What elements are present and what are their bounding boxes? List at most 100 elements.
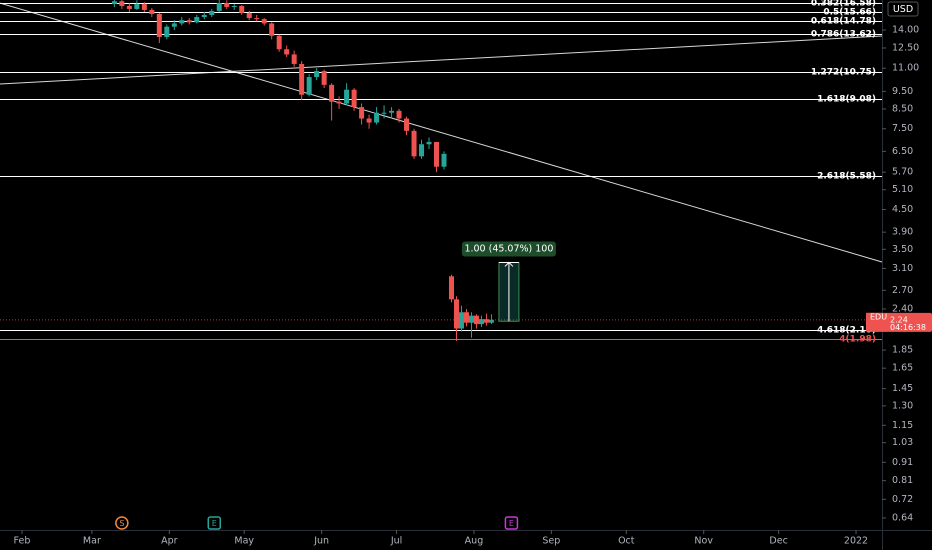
y-tick-label: 5.70 [892,167,913,178]
y-tick-label: 1.03 [892,437,913,448]
event-label: S [119,519,124,528]
candle-body [111,1,117,5]
candle-body [404,118,410,131]
candle-body [239,5,245,13]
y-tick-label: 9.50 [892,86,913,97]
level-label: 0.5(15.66) [823,8,876,18]
candle-body [306,77,312,95]
candle-body [276,35,282,50]
y-tick-label: 0.81 [892,475,913,486]
y-tick-label: 0.91 [892,457,913,468]
y-tick-label: 0.64 [892,512,913,523]
candle-body [463,312,469,323]
candle-body [186,20,192,23]
candle-body [171,23,177,27]
y-tick-label: 14.00 [892,25,919,36]
candle-body [269,23,275,36]
price-tag [866,312,932,332]
level-label: 0.786(13.62) [811,30,876,40]
y-tick-label: 3.50 [892,244,913,255]
candle-body [314,71,320,78]
x-tick-label: Aug [465,536,484,547]
candle-body [426,141,432,145]
candle-body [126,5,132,9]
candle-body [224,3,230,7]
symbol-tag [866,312,882,323]
countdown-label: 04:16:38 [890,323,926,332]
candle-body [149,9,155,14]
y-tick-label: 2.40 [892,303,913,314]
candle-body [336,101,342,104]
candle-body [209,10,215,15]
candle-body [441,153,447,167]
candle-body [156,13,162,37]
candle-body [231,5,237,7]
candle-body [389,110,395,113]
x-tick-label: Oct [618,536,635,547]
candle-body [359,107,365,119]
x-tick-label: Jun [313,536,329,547]
y-tick-label: 12.50 [892,42,919,53]
y-tick-label: 1.15 [892,420,913,431]
x-tick-label: Feb [14,536,31,547]
y-tick-label: 1.65 [892,363,913,374]
y-tick-label: 3.10 [892,263,913,274]
level-label: 0.618(14.78) [811,17,876,27]
candle-body [366,118,372,123]
y-tick-label: 0.72 [892,494,913,505]
candle-body [164,26,170,37]
level-label: 2.618(5.58) [817,172,876,182]
candle-body [419,144,425,157]
level-label: 1.618(9.08) [817,95,876,105]
candle-body [468,315,474,323]
x-tick-label: 2022 [844,536,868,547]
candle-body [351,89,357,108]
candle-body [284,49,290,55]
candle-body [488,319,494,323]
candle-body [141,4,147,10]
x-tick-label: Sep [542,536,560,547]
candle-body [299,63,305,95]
candle-body [478,319,484,325]
y-tick-label: 4.50 [892,204,913,215]
y-tick-label: 2.70 [892,285,913,296]
candle-body [374,112,380,123]
candle-body [329,84,335,102]
candle-body [453,299,459,329]
candle-body [179,20,185,24]
candle-body [254,18,260,20]
y-tick-label: 3.90 [892,227,913,238]
candle-body [216,3,222,11]
candle-body [458,312,464,329]
measure-label: 1.00 (45.07%) 100 [464,243,553,254]
candle-body [261,19,267,24]
candle-body [411,130,417,157]
event-marker [115,516,129,530]
y-tick-label: 8.50 [892,103,913,114]
level-label: 1.272(10.75) [811,68,876,78]
symbol-label: EDU [870,312,887,321]
y-tick-label: 6.50 [892,146,913,157]
candle-body [321,71,327,85]
y-tick-label: 1.85 [892,345,913,356]
candle-body [194,17,200,23]
event-label: E [509,519,514,528]
currency-label: USD [893,4,913,15]
candle-body [201,14,207,18]
currency-button [887,1,919,17]
event-marker [504,516,519,530]
event-marker [207,516,222,530]
candle-body [119,1,125,6]
candle-body [344,89,350,104]
candle-body [448,276,454,300]
x-tick-label: Jul [390,536,402,547]
event-label: E [212,519,217,528]
candle-body [396,110,402,119]
x-tick-label: Apr [161,536,178,547]
x-tick-label: Nov [694,536,713,547]
x-tick-label: Mar [83,536,101,547]
candle-body [434,141,440,167]
